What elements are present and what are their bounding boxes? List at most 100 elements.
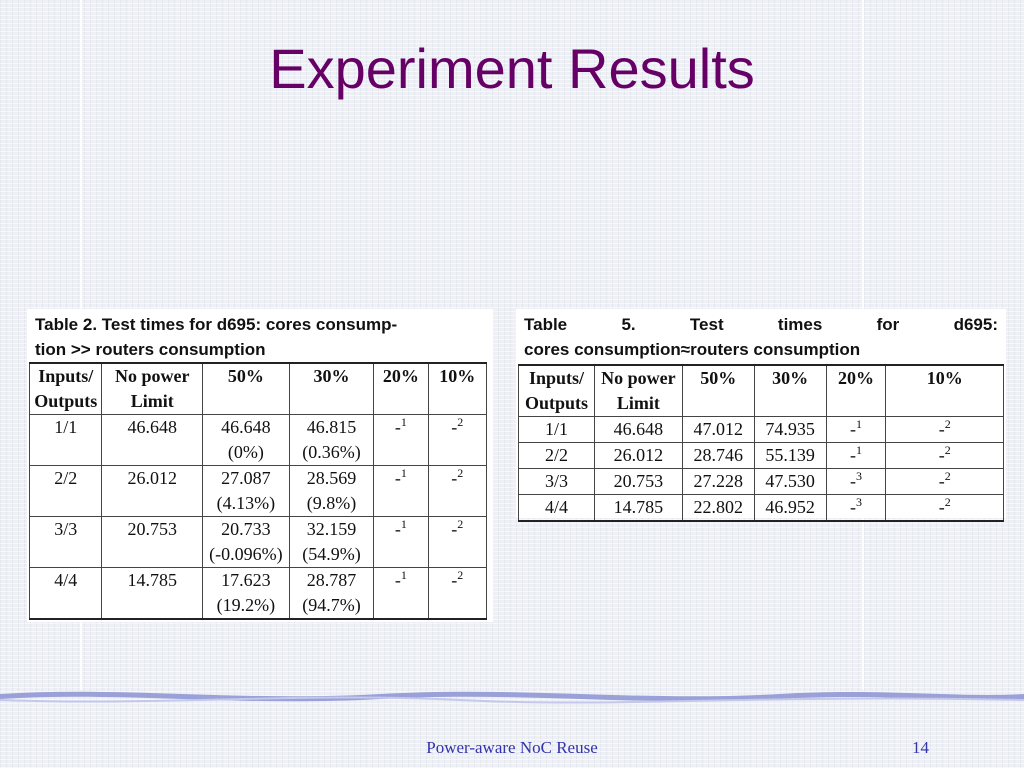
table5-cell-20-dash: -	[849, 497, 856, 517]
page-number: 14	[912, 738, 929, 757]
table2-cell-50: 27.087 (4.13%)	[202, 465, 290, 517]
table2-header-50: 50%	[202, 362, 290, 415]
table2-cell-50-pct: (19.2%)	[216, 595, 276, 615]
table2-cell-10-footnote: 2	[457, 415, 464, 429]
table5-cell-no-power: 14.785	[593, 494, 683, 522]
table5-cell-io: 1/1	[518, 416, 595, 443]
table5-panel: Table 5. Test times for d695: cores cons…	[516, 309, 1006, 522]
table5-caption-line1: Table 5. Test times for d695:	[524, 315, 998, 334]
table2-cell-30: 32.159 (54.9%)	[288, 516, 375, 568]
table5-cell-20: -3	[825, 468, 887, 495]
table5-cell-10: -2	[885, 442, 1004, 469]
table2-cell-20-footnote: 1	[400, 415, 407, 429]
table5-caption: Table 5. Test times for d695: cores cons…	[516, 309, 1006, 362]
table5-header-30: 30%	[753, 364, 827, 417]
table2-cell-20-dash: -	[394, 519, 401, 539]
table5-header-10: 10%	[885, 364, 1004, 417]
table5-cell-20-dash: -	[849, 445, 856, 465]
table5-cell-10-footnote: 2	[944, 417, 951, 431]
table2-cell-no-power: 14.785	[101, 567, 204, 620]
table2-header-io: Inputs/Outputs	[28, 362, 103, 415]
table5-cell-io: 4/4	[518, 494, 595, 522]
table2-cell-no-power: 26.012	[101, 465, 204, 517]
table-row: 1/1 46.648 46.648 (0%) 46.815 (0.36%) -1 -2	[28, 414, 488, 466]
table2-header-30: 30%	[288, 362, 375, 415]
table2-header-no-power: No power Limit	[101, 362, 204, 415]
table5-cell-50: 27.228	[681, 468, 755, 495]
footer-text: Power-aware NoC Reuse	[426, 738, 598, 757]
table2-cell-10-footnote: 2	[457, 568, 464, 582]
table2-header-20: 20%	[373, 362, 429, 415]
table5-cell-20-dash: -	[849, 471, 856, 491]
table2-cell-50-value: 20.733	[221, 519, 271, 539]
table2-cell-50-value: 17.623	[221, 570, 271, 590]
table2-cell-10: -2	[427, 465, 488, 517]
table5-cell-io: 3/3	[518, 468, 595, 495]
table5-cell-10-footnote: 2	[944, 443, 951, 457]
table2-cell-50-pct: (-0.096%)	[209, 544, 283, 564]
table5-cell-30: 55.139	[753, 442, 827, 469]
table5-header-row: Inputs/Outputs No power Limit 50% 30% 20%…	[518, 364, 1004, 417]
table5-cell-10: -2	[885, 416, 1004, 443]
table2-cell-10-footnote: 2	[457, 466, 464, 480]
table5: Inputs/Outputs No power Limit 50% 30% 20%…	[518, 364, 1004, 522]
table2-caption-line2: tion >> routers consumption	[35, 340, 266, 359]
table2-cell-10-footnote: 2	[457, 517, 464, 531]
table2-cell-10-dash: -	[451, 417, 458, 437]
table5-cell-10-dash: -	[938, 419, 945, 439]
table2-cell-50: 46.648 (0%)	[202, 414, 290, 466]
table2-caption: Table 2. Test times for d695: cores cons…	[27, 309, 493, 362]
table5-cell-20-footnote: 1	[855, 417, 862, 431]
table2-cell-30: 46.815 (0.36%)	[288, 414, 375, 466]
table5-cell-20-footnote: 1	[855, 443, 862, 457]
table5-cell-20-footnote: 3	[855, 495, 862, 509]
table5-cell-10-dash: -	[938, 471, 945, 491]
table2-cell-30-value: 28.569	[306, 468, 357, 488]
table5-cell-30: 47.530	[753, 468, 827, 495]
table2-cell-30: 28.787 (94.7%)	[288, 567, 375, 620]
table2-cell-30-pct: (9.8%)	[306, 493, 357, 513]
table2: Inputs/Outputs No power Limit 50% 30% 20%…	[28, 362, 488, 620]
table5-cell-20-dash: -	[849, 419, 856, 439]
table2-cell-10: -2	[427, 414, 488, 466]
table5-cell-50: 28.746	[681, 442, 755, 469]
table5-cell-10-footnote: 2	[944, 469, 951, 483]
table5-cell-no-power: 46.648	[593, 416, 683, 443]
table5-cell-10-dash: -	[938, 445, 945, 465]
table5-cell-30: 46.952	[753, 494, 827, 522]
table2-cell-20-dash: -	[394, 570, 401, 590]
table5-cell-50: 47.012	[681, 416, 755, 443]
table5-header-io: Inputs/Outputs	[518, 364, 595, 417]
table2-cell-30-pct: (54.9%)	[302, 544, 361, 564]
table5-header-no-power: No power Limit	[593, 364, 683, 417]
slide-title: Experiment Results	[269, 37, 755, 100]
table5-header-50: 50%	[681, 364, 755, 417]
table2-cell-io: 3/3	[28, 516, 103, 568]
table-row: 2/2 26.012 27.087 (4.13%) 28.569 (9.8%) -1 -2	[28, 465, 488, 517]
table2-cell-10: -2	[427, 516, 488, 568]
table2-cell-30-pct: (0.36%)	[302, 442, 361, 462]
table5-cell-no-power: 20.753	[593, 468, 683, 495]
table2-cell-io: 2/2	[28, 465, 103, 517]
table2-cell-20-footnote: 1	[400, 517, 407, 531]
table5-cell-30: 74.935	[753, 416, 827, 443]
table5-cell-20: -1	[825, 442, 887, 469]
table-row: 2/2 26.012 28.746 55.139 -1 -2	[518, 442, 1004, 469]
table2-cell-50-pct: (4.13%)	[216, 493, 276, 513]
table2-cell-20: -1	[373, 465, 429, 517]
table2-cell-30-pct: (94.7%)	[302, 595, 361, 615]
table5-header-20: 20%	[825, 364, 887, 417]
wave-divider	[0, 691, 1024, 704]
table5-cell-20: -3	[825, 494, 887, 522]
table2-cell-20-dash: -	[394, 468, 401, 488]
table2-cell-30-value: 32.159	[306, 519, 357, 539]
table5-cell-10: -2	[885, 468, 1004, 495]
table2-cell-50-pct: (0%)	[227, 442, 264, 462]
table5-caption-line2: cores consumption≈routers consumption	[524, 340, 861, 359]
table2-cell-30-value: 46.815	[306, 417, 357, 437]
table-row: 4/4 14.785 22.802 46.952 -3 -2	[518, 494, 1004, 522]
table2-caption-line1: Table 2. Test times for d695: cores cons…	[35, 315, 398, 334]
table2-cell-10: -2	[427, 567, 488, 620]
table2-cell-30-value: 28.787	[306, 570, 357, 590]
table2-header-10: 10%	[427, 362, 488, 415]
